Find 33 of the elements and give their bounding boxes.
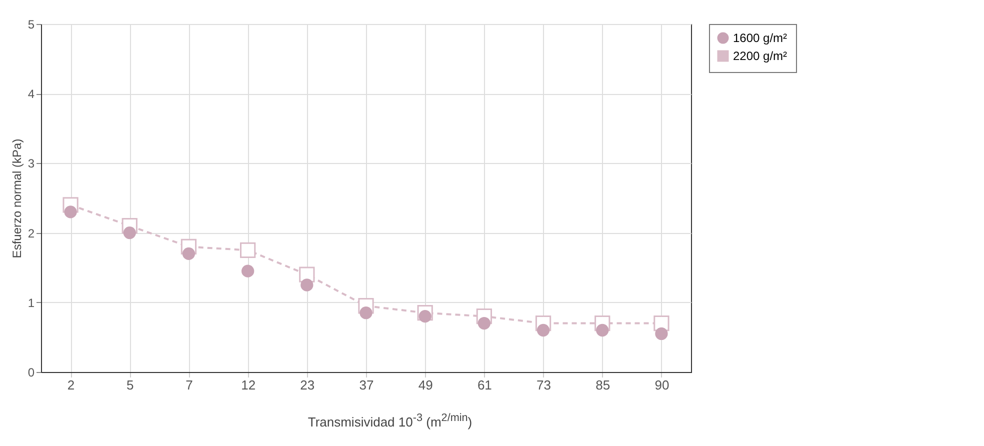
point [478, 316, 491, 330]
x-tick-label: 85 [596, 378, 610, 392]
x-tick-label: 2 [67, 378, 75, 392]
x-tick-label: 61 [477, 378, 492, 392]
point [182, 247, 196, 260]
y-tick-label: 5 [28, 18, 35, 32]
y-tick-label: 4 [28, 87, 35, 102]
point [655, 327, 668, 340]
x-tick-label: 73 [536, 378, 552, 392]
x-tick-label: 90 [654, 378, 670, 392]
point [123, 226, 136, 240]
x-axis-title: Transmisividad 10$^{-3}$ (m$^{2/min}$) [306, 412, 474, 430]
x-tick-label: 12 [241, 378, 256, 392]
y-tick-label: 3 [28, 156, 35, 171]
y-tick-label: 1 [28, 296, 35, 310]
point [536, 324, 550, 337]
y-axis-title: Esfuerzo normal (kPa) [10, 138, 24, 258]
point [64, 206, 77, 218]
x-tick-label: 49 [418, 378, 433, 392]
point [418, 310, 432, 323]
x-tick-label: 5 [126, 378, 134, 392]
x-tick-label: 37 [359, 378, 374, 392]
y-tick-label: 2 [28, 226, 35, 240]
point [300, 278, 314, 292]
x-tick-label: 7 [186, 378, 193, 392]
point [596, 324, 609, 337]
y-tick-label: 0 [28, 366, 35, 380]
point [240, 242, 256, 258]
x-tick-label: 23 [300, 378, 315, 392]
point [360, 306, 372, 320]
legend-label: 2200 g/m² [733, 49, 788, 63]
legend-label: 1600 g/m² [733, 31, 788, 45]
point [241, 264, 254, 278]
